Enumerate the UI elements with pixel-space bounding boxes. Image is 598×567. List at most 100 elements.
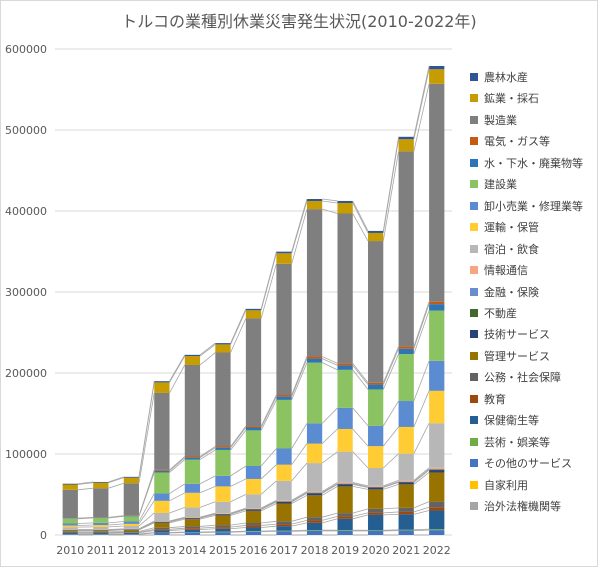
legend-label: 水・下水・廃棄物等 — [484, 156, 583, 170]
series-connector-line — [291, 198, 308, 252]
series-connector-line — [77, 517, 94, 520]
bar-segment — [368, 468, 384, 486]
bar-segment — [276, 251, 292, 254]
series-connector-line — [108, 525, 124, 528]
bar-segment — [245, 430, 262, 466]
bar-segment — [154, 529, 170, 531]
series-connector-line — [352, 407, 369, 427]
series-connector-line — [322, 483, 338, 493]
bar-segment — [337, 484, 353, 487]
legend-label: 技術サービス — [484, 328, 550, 342]
series-connector-line — [413, 304, 430, 349]
legend-item: 運輸・保管 — [470, 217, 539, 237]
legend-swatch — [470, 416, 478, 425]
legend-item: 電気・ガス等 — [470, 131, 550, 151]
bar-segment — [62, 489, 78, 519]
bar-segment — [276, 464, 292, 481]
series-connector-line — [138, 500, 155, 525]
series-connector-line — [322, 362, 338, 371]
chart-title: トルコの業種別休業災害発生状況(2010-2022年) — [121, 12, 477, 31]
bar-segment — [215, 532, 231, 535]
bar-segment — [62, 523, 78, 526]
series-connector-line — [322, 358, 338, 366]
bar-segment — [337, 516, 353, 519]
series-connector-line — [199, 447, 216, 458]
bar-segment — [276, 503, 292, 522]
bar-segment — [306, 491, 323, 493]
series-connector-line — [199, 344, 216, 357]
legend-item: 情報通信 — [470, 260, 528, 280]
bar-segment — [215, 531, 231, 533]
legend-label: 情報通信 — [484, 264, 528, 278]
legend-label: 鉱業・採石 — [484, 92, 539, 106]
series-connector-line — [382, 426, 399, 447]
bar-segment — [93, 531, 109, 533]
series-connector-line — [169, 516, 185, 522]
bar-segment — [306, 443, 323, 464]
series-connector-line — [230, 508, 246, 515]
series-connector-line — [108, 521, 124, 524]
series-connector-line — [260, 399, 277, 431]
legend-label: 公務・社会保障 — [484, 371, 561, 385]
series-connector-line — [230, 308, 247, 344]
series-connector-line — [352, 213, 369, 242]
legend-swatch — [470, 459, 478, 468]
bar-segment — [184, 483, 201, 493]
legend-swatch — [470, 137, 478, 146]
x-tick-label: 2012 — [117, 544, 145, 557]
series-connector-line — [200, 524, 216, 527]
bar-segment — [62, 484, 78, 490]
legend-label: 管理サービス — [484, 349, 550, 363]
legend-label: 卸小売業・修理業等 — [484, 199, 583, 213]
bar-segment — [398, 139, 414, 152]
bar-segment — [276, 399, 292, 449]
bar-segment — [215, 344, 231, 353]
series-connector-line — [413, 423, 430, 454]
series-connector-line — [260, 464, 277, 480]
legend-label: 保健衛生等 — [484, 414, 539, 428]
legend-item: その他のサービス — [470, 453, 572, 473]
legend-item: 公務・社会保障 — [470, 367, 561, 387]
legend-swatch — [470, 73, 478, 81]
bar-segment — [62, 483, 78, 485]
legend-label: 教育 — [484, 392, 506, 406]
bar-segment — [306, 423, 323, 444]
legend-item: 教育 — [470, 389, 506, 409]
series-connector-line — [352, 482, 369, 487]
series-connector-line — [230, 465, 247, 477]
bar-segment — [368, 512, 384, 515]
series-connector-line — [413, 506, 430, 513]
series-connector-line — [383, 507, 399, 510]
series-connector-line — [322, 482, 338, 492]
series-connector-line — [352, 428, 369, 447]
legend-label: 電気・ガス等 — [484, 135, 550, 149]
series-connector-line — [108, 528, 124, 530]
series-connector-line — [199, 486, 216, 494]
legend-item: 芸術・娯楽等 — [470, 432, 550, 452]
series-connector-line — [108, 515, 124, 518]
y-tick-label: 600000 — [5, 43, 47, 56]
series-connector-line — [382, 136, 399, 231]
bar-segment — [245, 426, 262, 428]
x-tick-label: 2010 — [56, 544, 84, 557]
bar-segment — [306, 530, 323, 531]
bar-segment — [429, 467, 445, 470]
bar-segment — [368, 489, 384, 509]
bar-segment — [306, 362, 323, 424]
bar-segment — [337, 513, 353, 517]
bar-segment — [368, 389, 384, 426]
bar-segment — [245, 508, 262, 509]
bar-segment — [62, 534, 78, 535]
bar-segment — [429, 83, 445, 302]
y-tick-label: 100000 — [5, 448, 47, 461]
x-tick-label: 2018 — [301, 544, 329, 557]
bar-segment — [429, 501, 445, 508]
x-tick-label: 2016 — [240, 544, 268, 557]
bar-segment — [123, 529, 139, 532]
series-connector-line — [291, 209, 308, 264]
bar-segment — [154, 522, 170, 523]
bar-segment — [184, 364, 201, 457]
bar-segment — [215, 528, 231, 532]
bar-segment — [154, 527, 170, 530]
series-connector-line — [291, 200, 308, 254]
